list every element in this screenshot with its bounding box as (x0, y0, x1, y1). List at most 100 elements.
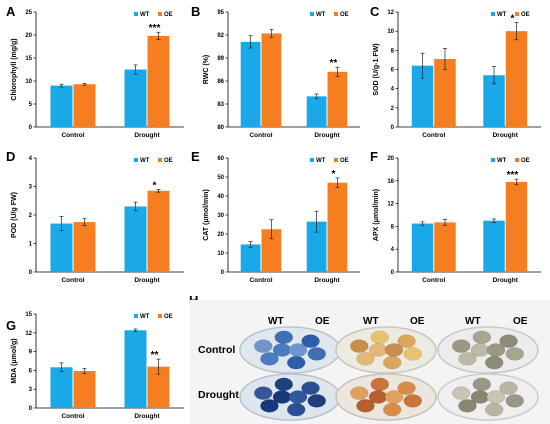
leaf-disc (470, 390, 490, 404)
petri-dish (335, 373, 437, 421)
leaf-disc (472, 330, 492, 345)
leaf-disc (286, 402, 306, 417)
chart-panel-d: D 0 1 2 3 4 POD (U/g FW) WT OE Control * Drought (6, 149, 184, 284)
y-tick-label: 12 (387, 202, 394, 208)
leaf-disc (499, 381, 518, 395)
x-category-label: Drought (134, 132, 160, 139)
leaf-disc (472, 377, 492, 392)
legend-label-wt: WT (140, 158, 150, 164)
leaf-disc (260, 352, 279, 366)
bar-oe (434, 222, 456, 272)
leaf-disc (370, 377, 390, 392)
y-axis-title: RWC (%) (203, 55, 210, 84)
x-category-label: Drought (134, 413, 160, 420)
leaf-disc (301, 381, 320, 395)
legend-swatch-wt (134, 12, 138, 16)
leaf-disc (368, 390, 388, 404)
bar-oe (73, 222, 96, 272)
bar-oe (147, 35, 170, 127)
x-category-label: Control (61, 132, 84, 139)
x-category-label: Drought (314, 132, 340, 139)
panel-letter: G (6, 318, 16, 333)
legend-swatch-oe (158, 158, 162, 162)
leaf-disc (260, 399, 279, 413)
bar-oe (147, 366, 170, 408)
y-axis-title: APX (μmol/min) (373, 189, 380, 241)
y-tick-label: 86 (217, 79, 224, 85)
bar-wt (411, 223, 434, 272)
bar-wt (306, 221, 327, 272)
legend-label-oe: OE (340, 12, 349, 18)
photo-column-label: WT (268, 316, 284, 327)
y-tick-label: 0 (29, 406, 33, 412)
significance-marker: ** (151, 350, 159, 361)
leaf-disc (484, 402, 504, 417)
bar-wt (50, 85, 73, 127)
bar-oe (434, 58, 456, 128)
leaf-disc (486, 390, 506, 404)
y-tick-label: 40 (217, 194, 224, 200)
bar-wt (240, 244, 261, 272)
y-tick-label: 12 (25, 331, 32, 337)
y-tick-label: 9 (29, 350, 33, 356)
petri-dish (437, 326, 539, 374)
legend-swatch-wt (310, 12, 314, 16)
y-tick-label: 2 (391, 106, 395, 112)
y-tick-label: 16 (387, 179, 394, 185)
leaf-disc (403, 394, 422, 408)
y-tick-label: 12 (387, 10, 394, 16)
x-category-label: Control (422, 132, 445, 139)
leaf-disc (370, 330, 390, 345)
legend-swatch-wt (491, 158, 495, 162)
leaf-disc (458, 399, 477, 413)
y-tick-label: 60 (217, 156, 224, 162)
bar-oe (73, 371, 96, 408)
chart-panel-e: E 0 10 20 30 40 50 60 CAT (μmol/min) WT OE Control *… (191, 149, 360, 284)
y-tick-label: 1 (29, 242, 33, 248)
y-tick-label: 25 (25, 10, 32, 16)
bar-oe (505, 31, 528, 128)
leaf-disc (368, 343, 388, 357)
y-tick-label: 10 (387, 29, 394, 35)
y-tick-label: 80 (217, 125, 224, 131)
legend-label-wt: WT (316, 158, 326, 164)
legend-swatch-wt (134, 158, 138, 162)
panel-letter: F (370, 149, 378, 164)
leaf-disc (452, 386, 471, 400)
y-tick-label: 92 (217, 33, 224, 39)
leaf-disc (254, 339, 273, 353)
y-tick-label: 20 (387, 156, 394, 162)
legend-label-wt: WT (497, 158, 507, 164)
bar-oe (505, 181, 528, 272)
legend-label-oe: OE (521, 12, 530, 18)
bar-wt (483, 220, 505, 272)
legend-swatch-oe (158, 314, 162, 318)
y-axis-title: MDA (μmol/g) (11, 338, 18, 383)
leaf-disc (307, 347, 326, 361)
photo-column-label: WT (465, 316, 481, 327)
x-category-label: Drought (493, 132, 519, 139)
leaf-disc (484, 355, 504, 370)
y-axis-title: SOD (U/g-1 FW) (373, 43, 380, 95)
leaf-disc (505, 347, 524, 361)
x-category-label: Control (61, 277, 84, 284)
bar-wt (240, 41, 261, 127)
legend-label-oe: OE (164, 12, 173, 18)
bar-oe (261, 229, 282, 272)
panel-letter: D (6, 149, 15, 164)
panel-letter: B (191, 4, 200, 19)
y-tick-label: 6 (29, 368, 33, 374)
legend-label-wt: WT (497, 12, 507, 18)
leaf-disc (272, 390, 292, 404)
y-tick-label: 95 (217, 10, 224, 16)
chart-panel-g: G 0 3 6 9 12 15 MDA (μmol/g) WT OE Control ** Drough… (6, 312, 184, 420)
legend-label-wt: WT (140, 314, 150, 320)
photo-column-label: OE (410, 316, 425, 327)
significance-marker: *** (149, 23, 161, 34)
leaf-disc (470, 343, 490, 357)
leaf-disc (397, 334, 416, 348)
bar-oe (327, 71, 348, 127)
bar-wt (411, 65, 434, 127)
